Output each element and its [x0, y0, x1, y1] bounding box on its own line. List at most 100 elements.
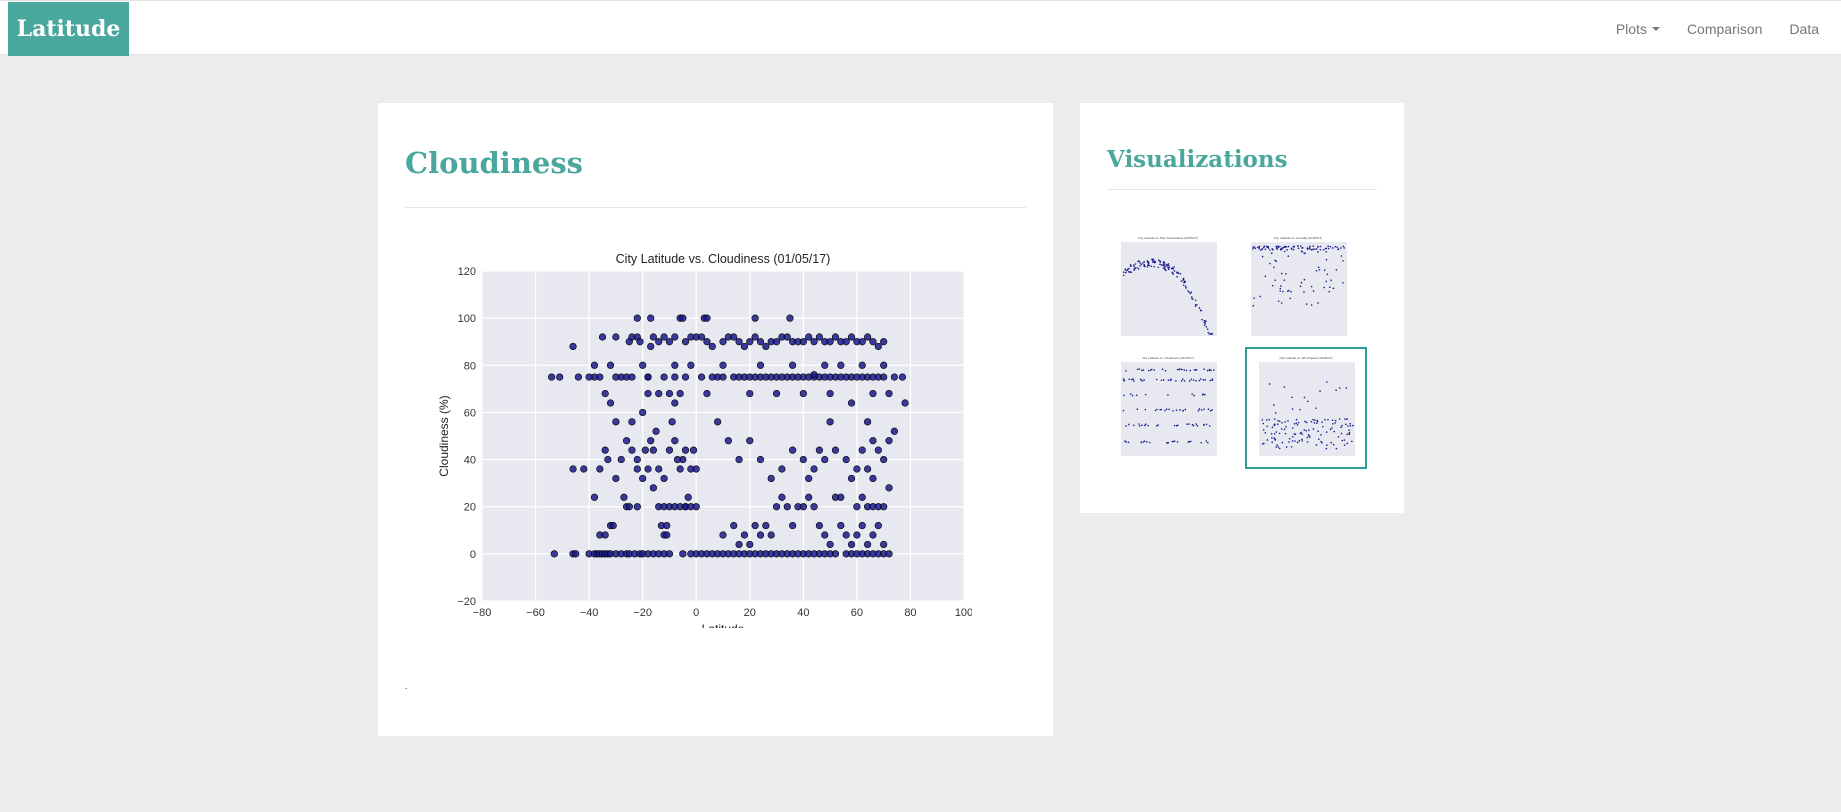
thumbnail-point: [1300, 431, 1303, 434]
main-panel: Cloudiness −80 −60 −40 −20 0 20 40 60 80 100 −20 0 2…: [378, 103, 1053, 736]
thumbnail-point: [1261, 255, 1264, 258]
thumbnail-plot-image: City Latitude vs. Max Temperature (01/05…: [1121, 236, 1217, 336]
scatter-point: [633, 455, 641, 464]
scatter-point: [805, 493, 813, 501]
thumbnail-point: [1129, 271, 1131, 273]
thumbnail-cloudiness[interactable]: City Latitude vs. Cloudiness (01/05/17): [1107, 347, 1229, 469]
thumbnail-point: [1342, 260, 1344, 262]
thumbnail-point: [1189, 440, 1192, 443]
thumbnail-point: [1347, 425, 1349, 427]
thumbnail-point: [1188, 380, 1191, 382]
thumbnail-point: [1331, 247, 1334, 249]
thumbnail-point: [1289, 297, 1291, 300]
thumbnail-point: [1125, 425, 1127, 427]
thumbnail-point: [1339, 387, 1341, 389]
thumbnail-point: [1325, 258, 1328, 261]
scatter-point: [689, 446, 698, 454]
scatter-point: [550, 550, 558, 558]
thumbnail-point: [1285, 446, 1288, 448]
thumbnail-wind-speed[interactable]: City Latitude vs. Wind Speed (01/05/17): [1245, 347, 1367, 469]
nav-data-link[interactable]: Data: [1789, 20, 1819, 37]
scatter-point: [703, 338, 711, 346]
scatter-point: [628, 446, 636, 454]
scatter-point: [746, 437, 754, 445]
visualizations-panel: Visualizations City Latitude vs. Max Tem…: [1080, 103, 1404, 513]
thumbnail-point: [1147, 261, 1150, 263]
thumbnail-point: [1318, 268, 1321, 271]
thumbnail-point: [1209, 409, 1212, 412]
thumbnail-point: [1266, 425, 1269, 428]
thumbnail-max-temperature[interactable]: City Latitude vs. Max Temperature (01/05…: [1107, 227, 1229, 349]
thumbnail-point: [1329, 245, 1332, 248]
scatter-point: [708, 373, 716, 381]
thumbnail-point: [1203, 321, 1205, 324]
thumbnail-point: [1345, 423, 1347, 426]
nav-comparison-link[interactable]: Comparison: [1686, 20, 1763, 37]
thumbnail-point: [1167, 379, 1170, 381]
thumbnail-humidity[interactable]: City Latitude vs. Humidity (01/05/17): [1237, 227, 1359, 349]
thumbnail-point: [1207, 331, 1210, 334]
thumbnail-point: [1203, 324, 1206, 326]
thumbnail-point: [1159, 263, 1161, 266]
scatter-point: [799, 455, 807, 464]
scatter-point: [735, 540, 743, 549]
thumbnail-point: [1270, 432, 1273, 435]
thumbnail-point: [1281, 421, 1283, 424]
thumbnail-point: [1183, 281, 1185, 284]
x-tick-label: −80: [473, 607, 492, 619]
scatter-point: [842, 531, 850, 539]
thumbnail-point: [1337, 248, 1340, 250]
thumbnail-point: [1280, 285, 1282, 287]
thumbnail-point: [1296, 441, 1299, 444]
thumbnail-point: [1185, 287, 1187, 289]
thumbnail-point: [1134, 267, 1136, 269]
navbar: Latitude Plots Comparison Data: [0, 0, 1841, 56]
nav-plots-dropdown[interactable]: Plots: [1616, 21, 1660, 37]
thumbnail-point: [1207, 408, 1210, 410]
thumbnail-point: [1203, 424, 1205, 427]
thumbnail-point: [1278, 447, 1281, 450]
thumbnail-point: [1164, 265, 1166, 268]
thumbnail-point: [1281, 247, 1284, 249]
thumbnail-point: [1323, 269, 1326, 272]
thumbnail-point: [1205, 423, 1208, 426]
thumbnail-point: [1334, 245, 1336, 248]
thumbnail-point: [1168, 408, 1170, 411]
thumbnail-point: [1335, 268, 1338, 271]
thumbnail-point: [1287, 420, 1289, 422]
thumbnail-point: [1301, 247, 1303, 249]
thumbnail-point: [1284, 432, 1287, 435]
thumbnail-point: [1193, 368, 1196, 371]
scatter-point: [890, 373, 898, 381]
thumbnail-point: [1303, 429, 1306, 431]
brand-logo[interactable]: Latitude: [8, 2, 129, 56]
thumbnail-point: [1138, 423, 1140, 425]
scatter-point: [673, 455, 682, 464]
thumbnail-point: [1278, 432, 1281, 435]
thumbnail-point: [1322, 425, 1324, 428]
thumbnail-point: [1198, 408, 1201, 411]
thumbnail-point: [1317, 302, 1319, 304]
scatter-point: [756, 455, 765, 464]
thumbnail-point: [1312, 245, 1315, 247]
scatter-point: [751, 314, 759, 322]
x-tick-label: 100: [955, 607, 972, 619]
thumbnail-point: [1323, 286, 1325, 289]
thumbnail-point: [1162, 263, 1165, 266]
thumbnail-point: [1317, 245, 1319, 248]
thumbnail-point: [1291, 440, 1294, 442]
thumbnail-point: [1149, 369, 1152, 372]
thumbnail-point: [1267, 245, 1270, 248]
thumbnail-point: [1274, 412, 1277, 414]
thumbnail-point: [1293, 433, 1296, 435]
thumbnail-point: [1203, 319, 1206, 322]
thumbnail-point: [1351, 440, 1353, 443]
thumbnail-point: [1348, 433, 1351, 436]
thumbnail-point: [1327, 418, 1329, 421]
thumbnail-point: [1200, 409, 1203, 411]
thumbnail-point: [1321, 421, 1323, 424]
scatter-point: [799, 503, 807, 511]
thumbnail-point: [1305, 303, 1308, 305]
thumbnail-point: [1341, 424, 1343, 427]
scatter-point: [799, 338, 807, 346]
